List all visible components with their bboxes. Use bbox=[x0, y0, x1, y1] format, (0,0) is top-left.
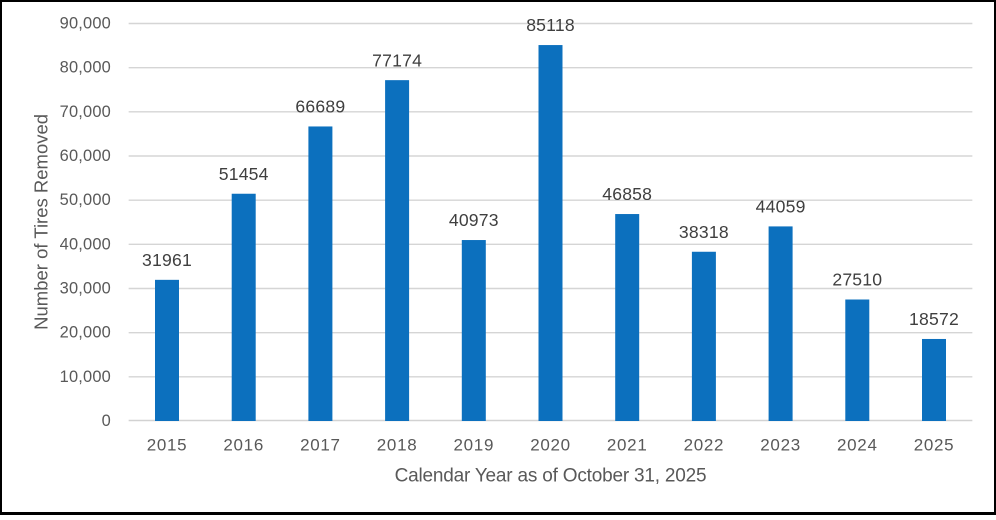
svg-text:51454: 51454 bbox=[219, 164, 269, 184]
svg-text:2021: 2021 bbox=[607, 436, 648, 455]
svg-text:31961: 31961 bbox=[142, 250, 192, 270]
svg-text:46858: 46858 bbox=[602, 184, 652, 204]
svg-text:27510: 27510 bbox=[832, 270, 882, 290]
svg-text:66689: 66689 bbox=[295, 97, 345, 117]
svg-text:2019: 2019 bbox=[453, 436, 494, 455]
svg-text:10,000: 10,000 bbox=[60, 368, 111, 386]
svg-text:2020: 2020 bbox=[530, 436, 571, 455]
svg-text:2023: 2023 bbox=[760, 436, 801, 455]
svg-text:44059: 44059 bbox=[756, 197, 806, 217]
svg-text:40973: 40973 bbox=[449, 210, 499, 230]
svg-text:20,000: 20,000 bbox=[60, 324, 111, 342]
svg-text:70,000: 70,000 bbox=[60, 103, 111, 121]
svg-text:38318: 38318 bbox=[679, 222, 729, 242]
svg-text:2025: 2025 bbox=[914, 436, 955, 455]
svg-text:2016: 2016 bbox=[223, 436, 264, 455]
svg-text:18572: 18572 bbox=[909, 309, 959, 329]
svg-text:2015: 2015 bbox=[147, 436, 188, 455]
svg-text:2018: 2018 bbox=[377, 436, 418, 455]
svg-text:30,000: 30,000 bbox=[60, 280, 111, 298]
svg-text:80,000: 80,000 bbox=[60, 59, 111, 77]
svg-text:Calendar Year as of October 31: Calendar Year as of October 31, 2025 bbox=[395, 465, 707, 486]
svg-text:85118: 85118 bbox=[526, 15, 575, 35]
svg-text:60,000: 60,000 bbox=[60, 147, 111, 165]
svg-text:2022: 2022 bbox=[684, 436, 725, 455]
svg-text:0: 0 bbox=[102, 412, 111, 430]
svg-text:Number of Tires Removed: Number of Tires Removed bbox=[30, 114, 51, 330]
svg-text:2017: 2017 bbox=[300, 436, 341, 455]
svg-text:50,000: 50,000 bbox=[60, 191, 111, 209]
svg-text:90,000: 90,000 bbox=[60, 15, 111, 33]
svg-text:40,000: 40,000 bbox=[60, 235, 111, 253]
svg-text:2024: 2024 bbox=[837, 436, 878, 455]
svg-text:77174: 77174 bbox=[372, 50, 422, 70]
